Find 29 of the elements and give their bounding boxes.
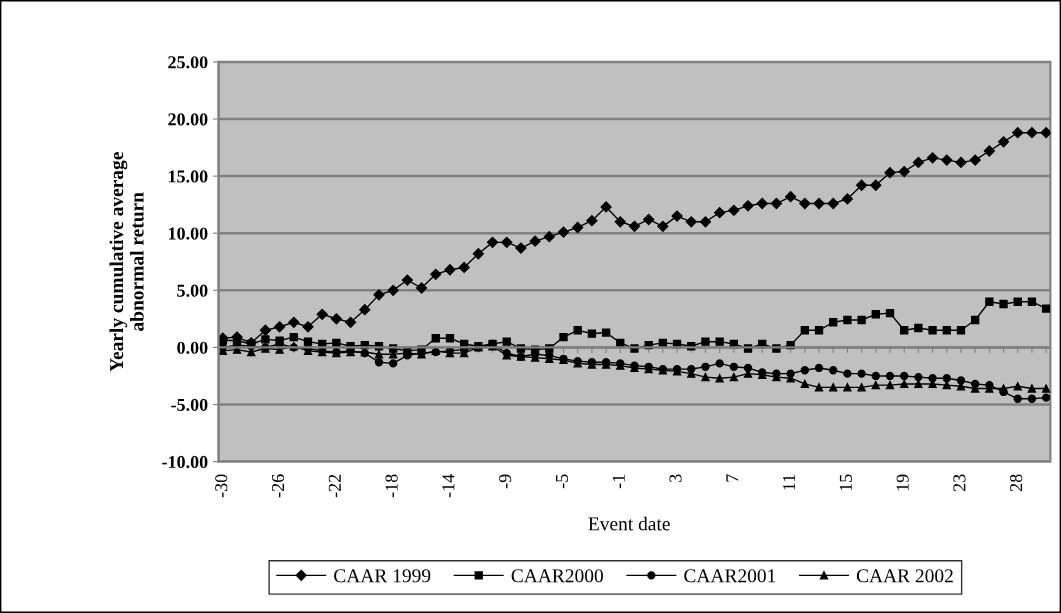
y-tick-label: 20.00 [168, 113, 208, 126]
x-tick-label: 3 [669, 474, 682, 482]
y-tick-label: 25.00 [168, 56, 208, 69]
legend-label: CAAR 1999 [334, 569, 431, 583]
y-tick-label: 15.00 [168, 170, 208, 183]
y-axis-title: Yearly cumulative average abnormal return [109, 152, 144, 372]
x-tick-label: 23 [953, 474, 966, 492]
x-tick-label: -5 [556, 474, 569, 489]
x-tick-label: 7 [726, 474, 739, 482]
x-tick-label: 11 [783, 474, 795, 490]
y-tick-label: 5.00 [177, 284, 208, 297]
x-tick-label: -18 [385, 474, 398, 498]
y-tick-label: -5.00 [171, 398, 208, 412]
x-tick-label: 19 [896, 474, 909, 491]
x-tick-label: 28 [1010, 474, 1023, 492]
x-tick-label: -30 [215, 474, 228, 498]
x-axis-title: Event date [588, 516, 670, 531]
x-tick-label: 15 [839, 474, 852, 491]
legend-label: CAAR 2002 [856, 569, 953, 583]
y-tick-label: 0.00 [177, 341, 208, 354]
y-tick-label: -10.00 [162, 455, 208, 469]
x-tick-label: -9 [499, 474, 512, 489]
x-tick-label: -26 [271, 474, 285, 498]
x-tick-label: -22 [328, 474, 341, 498]
x-tick-label: -14 [442, 474, 455, 498]
x-tick-label: -1 [612, 474, 625, 489]
y-tick-label: 10.00 [168, 227, 208, 240]
legend-label: CAAR2001 [684, 569, 776, 583]
legend-label: CAAR2000 [511, 569, 603, 583]
